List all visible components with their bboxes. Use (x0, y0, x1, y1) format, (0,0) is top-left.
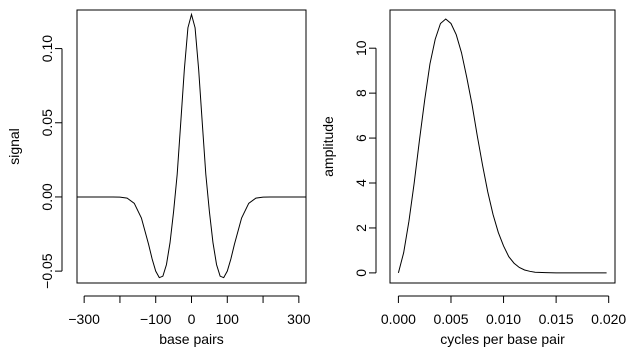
x-tick-label: 0.020 (591, 311, 626, 327)
x-tick-label: 0.015 (539, 311, 574, 327)
series-line (397, 18, 607, 274)
x-axis-title: base pairs (159, 331, 224, 347)
y-tick-label: 0.00 (39, 183, 55, 210)
x-tick-label: 0.010 (486, 311, 521, 327)
plot-frame (389, 9, 616, 284)
y-axis-title: signal (6, 128, 22, 165)
y-tick-label: 0.05 (39, 109, 55, 136)
x-tick-label: 0.005 (433, 311, 468, 327)
plot-frame (76, 9, 307, 284)
y-tick-label: 0.10 (39, 35, 55, 62)
x-axis-title: cycles per base pair (440, 331, 565, 347)
y-tick-label: 6 (353, 134, 369, 142)
right-panel-amplitude-plot: 0.000 0.005 0.010 0.015 0.020 0 2 4 6 8 10 cycles p… (320, 9, 626, 347)
y-tick-label: −0.05 (39, 253, 55, 289)
series-line (77, 12, 306, 279)
y-tick-label: 0 (353, 269, 369, 277)
x-tick-label: 0 (188, 311, 196, 327)
y-tick-label: 8 (353, 89, 369, 97)
y-tick-label: 2 (353, 224, 369, 232)
x-tick-label: 300 (287, 311, 311, 327)
x-tick-label: 0.000 (381, 311, 416, 327)
x-tick-label: −300 (68, 311, 100, 327)
y-tick-label: 10 (353, 40, 369, 56)
y-tick-label: 4 (353, 179, 369, 187)
y-axis-title: amplitude (320, 116, 336, 177)
left-panel-signal-plot: −300 −100 0 100 300 −0.05 0.00 0.05 0.10 base pai… (6, 9, 311, 347)
x-tick-label: 100 (216, 311, 240, 327)
x-tick-label: −100 (140, 311, 172, 327)
